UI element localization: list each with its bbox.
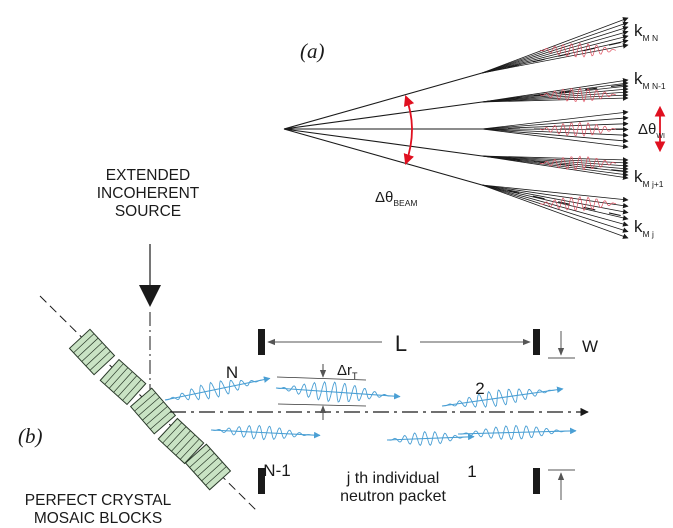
ray-arrow: [481, 95, 629, 103]
neutron-packets: [164, 376, 577, 447]
ray-arrow: [481, 184, 629, 203]
mosaic-blocks: [68, 328, 232, 491]
ray-arrow: [481, 83, 629, 103]
slit-lower-left: [258, 468, 265, 494]
source-arrow: [139, 244, 161, 398]
slit-width-label: W: [582, 337, 598, 356]
svg-text:neutron packet: neutron packet: [340, 488, 446, 505]
slit-upper-left: [258, 329, 265, 355]
svg-text:EXTENDED: EXTENDED: [106, 167, 190, 184]
ray-arrow: [481, 126, 629, 133]
slit-separation-label: L: [395, 331, 407, 356]
wavelet: [539, 87, 617, 103]
neutron-packet: [441, 386, 564, 408]
ray-arrow: [481, 184, 629, 215]
svg-text:PERFECT CRYSTAL: PERFECT CRYSTAL: [25, 492, 172, 509]
svg-text:ΔθWI: ΔθWI: [638, 121, 665, 140]
ray-arrow: [481, 128, 629, 144]
ray-arrow: [481, 184, 629, 239]
ray-arrow: [481, 155, 629, 175]
svg-text:MOSAIC BLOCKS: MOSAIC BLOCKS: [34, 510, 162, 527]
ray-arrow: [481, 109, 629, 130]
slit-lower-right: [533, 468, 540, 494]
neutron-packet: [164, 376, 271, 401]
mosaic-block: [99, 358, 147, 406]
svg-text:j th individual: j th individual: [346, 470, 440, 487]
ray-arrow: [481, 155, 629, 172]
mosaic-block: [129, 387, 177, 435]
neutron-packet: [386, 430, 475, 447]
ray-arrow: [481, 184, 629, 209]
mosaic-block: [157, 417, 205, 465]
ray-arrow: [481, 115, 629, 130]
neutron-packet: [275, 381, 401, 403]
transverse-coherence-label: ΔrT: [337, 362, 358, 381]
ray-arrow: [481, 128, 629, 150]
packet-label-2: 2: [475, 379, 484, 398]
ray-arrow: [481, 21, 629, 74]
svg-text:INCOHERENT: INCOHERENT: [97, 185, 200, 202]
ray-arrow: [481, 184, 629, 233]
ray-arrow: [481, 155, 629, 178]
ray-fan: [481, 17, 629, 74]
packet-label-n: N: [226, 363, 238, 382]
ray-arrow: [481, 184, 629, 227]
k-label-mj-plus-1: kM j+1: [634, 167, 664, 189]
ray-arrow: [481, 92, 629, 103]
ray-arrow: [481, 155, 629, 163]
transverse-coherence-marker: ΔrT: [276, 362, 367, 420]
wavelet: [539, 121, 617, 137]
packet-caption: j th individual neutron packet: [340, 470, 446, 505]
k-label-mj: kM j: [634, 217, 654, 239]
ray-arrow: [481, 86, 629, 103]
mosaic-block: [68, 328, 116, 376]
wavelet: [539, 155, 617, 171]
neutron-packet: [210, 424, 321, 441]
ray-arrow: [481, 121, 629, 130]
mosaic-block: [184, 443, 232, 491]
beam-divergence-label: ΔθBEAM: [375, 189, 417, 208]
svg-text:SOURCE: SOURCE: [115, 203, 181, 220]
neutron-packet: [457, 424, 577, 441]
ray-arrow: [481, 155, 629, 181]
wavelet-divergence-label: ΔθWI: [638, 121, 665, 140]
ray-arrow: [481, 30, 629, 74]
ray-fans: [481, 17, 629, 239]
wavelet: [539, 42, 617, 58]
beam-fan: [283, 39, 633, 219]
wavelet: [539, 196, 617, 212]
panel-b-label: (b): [18, 424, 43, 448]
slit-separation-dimension: L: [267, 331, 531, 356]
packet-label-1: 1: [467, 462, 476, 481]
beam-divergence-arc: [403, 94, 415, 166]
ray-arrow: [481, 38, 629, 74]
ray-fan: [481, 109, 629, 150]
k-label-mn-1: kM N-1: [634, 69, 666, 91]
ray-fan: [481, 155, 629, 181]
panel-a: (a) ΔθBEAM ΔθWI kM N kM N-1 kM: [283, 17, 666, 239]
ray-arrow: [481, 43, 629, 74]
ray-arrow: [481, 184, 629, 221]
packet-label-n-minus-1: N-1: [263, 461, 290, 480]
ray-arrow: [481, 17, 629, 74]
panel-b: EXTENDED INCOHERENT SOURCE L: [18, 167, 598, 527]
ray-arrow: [481, 25, 629, 74]
ray-fan: [481, 77, 629, 103]
slit-width-dimension: W: [548, 331, 598, 500]
ray-arrow: [481, 34, 629, 74]
ray-arrow: [481, 80, 629, 103]
panel-a-label: (a): [300, 39, 325, 63]
ray-arrow: [481, 155, 629, 169]
ray-fan: [481, 184, 629, 239]
slit-upper-right: [533, 329, 540, 355]
crystal-label: PERFECT CRYSTAL MOSAIC BLOCKS: [25, 492, 172, 527]
svg-text:ΔθBEAM: ΔθBEAM: [375, 189, 417, 208]
k-label-mn: kM N: [634, 21, 658, 43]
ray-arrow: [481, 128, 629, 138]
source-label: EXTENDED INCOHERENT SOURCE: [97, 167, 200, 220]
